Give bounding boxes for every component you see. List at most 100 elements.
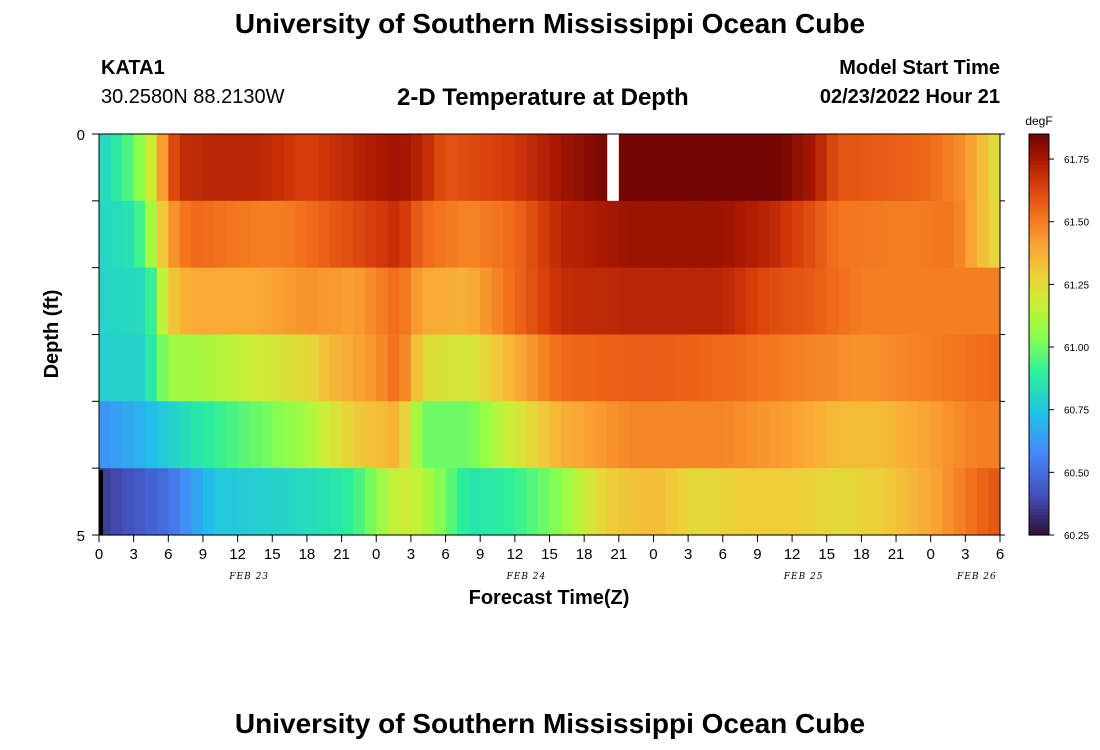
- colorbar-swatch: [1029, 147, 1049, 152]
- footer-title: University of Southern Mississippi Ocean…: [234, 708, 866, 739]
- heatmap-cell: [572, 468, 585, 536]
- heatmap-cell: [549, 401, 562, 469]
- heatmap-cell: [768, 134, 782, 202]
- heatmap-cell: [930, 267, 943, 336]
- x-tick-label: 9: [753, 546, 761, 563]
- heatmap-cell: [145, 267, 158, 336]
- heatmap-cell: [757, 200, 770, 269]
- x-tick-label: 12: [784, 546, 801, 563]
- heatmap-cell: [514, 267, 527, 336]
- heatmap-cell: [237, 334, 250, 402]
- heatmap-cell: [815, 334, 828, 402]
- heatmap-cell: [688, 134, 701, 202]
- heatmap-cell: [237, 134, 250, 202]
- heatmap-cell: [283, 334, 296, 402]
- heatmap-cell: [861, 267, 874, 336]
- heatmap-cell: [283, 134, 296, 202]
- heatmap-cell: [688, 334, 701, 402]
- station-id: KATA1: [101, 57, 165, 79]
- heatmap-cell: [861, 200, 874, 269]
- heatmap-cell: [630, 468, 643, 536]
- heatmap-cells: [99, 134, 1001, 536]
- colorbar-swatch: [1029, 207, 1049, 212]
- heatmap-cell: [422, 468, 435, 536]
- heatmap-cell: [295, 267, 308, 336]
- heatmap-cell: [988, 401, 1001, 469]
- heatmap-cell: [780, 134, 793, 202]
- colorbar-swatch: [1029, 441, 1049, 446]
- colorbar-tick-label: 61.75: [1064, 155, 1089, 166]
- colorbar-frame: [1028, 133, 1050, 536]
- heatmap-cell: [641, 200, 655, 269]
- heatmap-cell: [537, 200, 551, 269]
- heatmap-cell: [826, 468, 839, 536]
- colorbar-swatch: [1029, 344, 1049, 349]
- colorbar-swatch: [1029, 511, 1049, 516]
- heatmap-cell: [214, 401, 227, 469]
- heatmap-cell: [214, 267, 227, 336]
- heatmap-cell: [826, 267, 839, 336]
- heatmap-cell: [595, 200, 608, 269]
- heatmap-cell: [399, 401, 412, 469]
- heatmap-cell: [780, 334, 793, 402]
- heatmap-cell: [803, 267, 816, 336]
- heatmap-cell: [630, 334, 643, 402]
- heatmap-cell: [976, 200, 990, 269]
- heatmap-cell: [526, 200, 539, 269]
- heatmap-cell: [156, 200, 169, 269]
- colorbar-swatch: [1029, 478, 1049, 483]
- heatmap-cell: [133, 134, 146, 202]
- heatmap-cell: [168, 200, 181, 269]
- heatmap-cell: [653, 401, 666, 469]
- heatmap-cell: [445, 468, 458, 536]
- heatmap-cell: [780, 267, 793, 336]
- heatmap-cell: [191, 134, 204, 202]
- heatmap-cell: [896, 267, 909, 336]
- heatmap-cell: [976, 334, 990, 402]
- heatmap-cell: [803, 134, 816, 202]
- heatmap-cell: [99, 200, 112, 269]
- x-tick-label: 15: [818, 546, 835, 563]
- heatmap-cell: [491, 468, 504, 536]
- heatmap-cell: [872, 267, 886, 336]
- heatmap-cell: [145, 468, 158, 536]
- heatmap-cell: [503, 134, 516, 202]
- heatmap-cell: [283, 401, 296, 469]
- heatmap-cell: [734, 134, 747, 202]
- heatmap-cell: [410, 134, 424, 202]
- heatmap-cell: [757, 134, 770, 202]
- heatmap-cell: [480, 200, 493, 269]
- colorbar-swatch: [1029, 524, 1049, 529]
- heatmap-cell: [665, 200, 678, 269]
- heatmap-cell: [676, 401, 689, 469]
- heatmap-cell: [122, 200, 135, 269]
- heatmap-cell: [549, 134, 562, 202]
- heatmap-cell: [122, 267, 135, 336]
- colorbar-swatch: [1029, 307, 1049, 312]
- heatmap-cell: [110, 267, 123, 336]
- heatmap-cell: [410, 200, 424, 269]
- heatmap-cell: [306, 401, 320, 469]
- heatmap-cell: [133, 200, 146, 269]
- colorbar-unit: degF: [1025, 114, 1052, 128]
- heatmap-cell: [630, 267, 643, 336]
- colorbar-swatch: [1029, 387, 1049, 392]
- heatmap-cell: [526, 401, 539, 469]
- heatmap-cell: [295, 134, 308, 202]
- colorbar-swatch: [1029, 170, 1049, 175]
- colorbar-swatch: [1029, 394, 1049, 399]
- heatmap-cell: [803, 334, 816, 402]
- heatmap-cell: [595, 134, 608, 202]
- heatmap-cell: [503, 401, 516, 469]
- heatmap-cell: [295, 468, 308, 536]
- heatmap-cell: [503, 200, 516, 269]
- heatmap-cell: [676, 134, 689, 202]
- colorbar-tick-label: 60.75: [1064, 406, 1089, 417]
- heatmap-cell: [353, 267, 366, 336]
- heatmap-cell: [156, 134, 169, 202]
- colorbar-swatch: [1029, 250, 1049, 255]
- colorbar-swatch: [1029, 484, 1049, 489]
- heatmap-cell: [861, 401, 874, 469]
- heatmap-cell: [99, 334, 112, 402]
- heatmap-cell: [168, 401, 181, 469]
